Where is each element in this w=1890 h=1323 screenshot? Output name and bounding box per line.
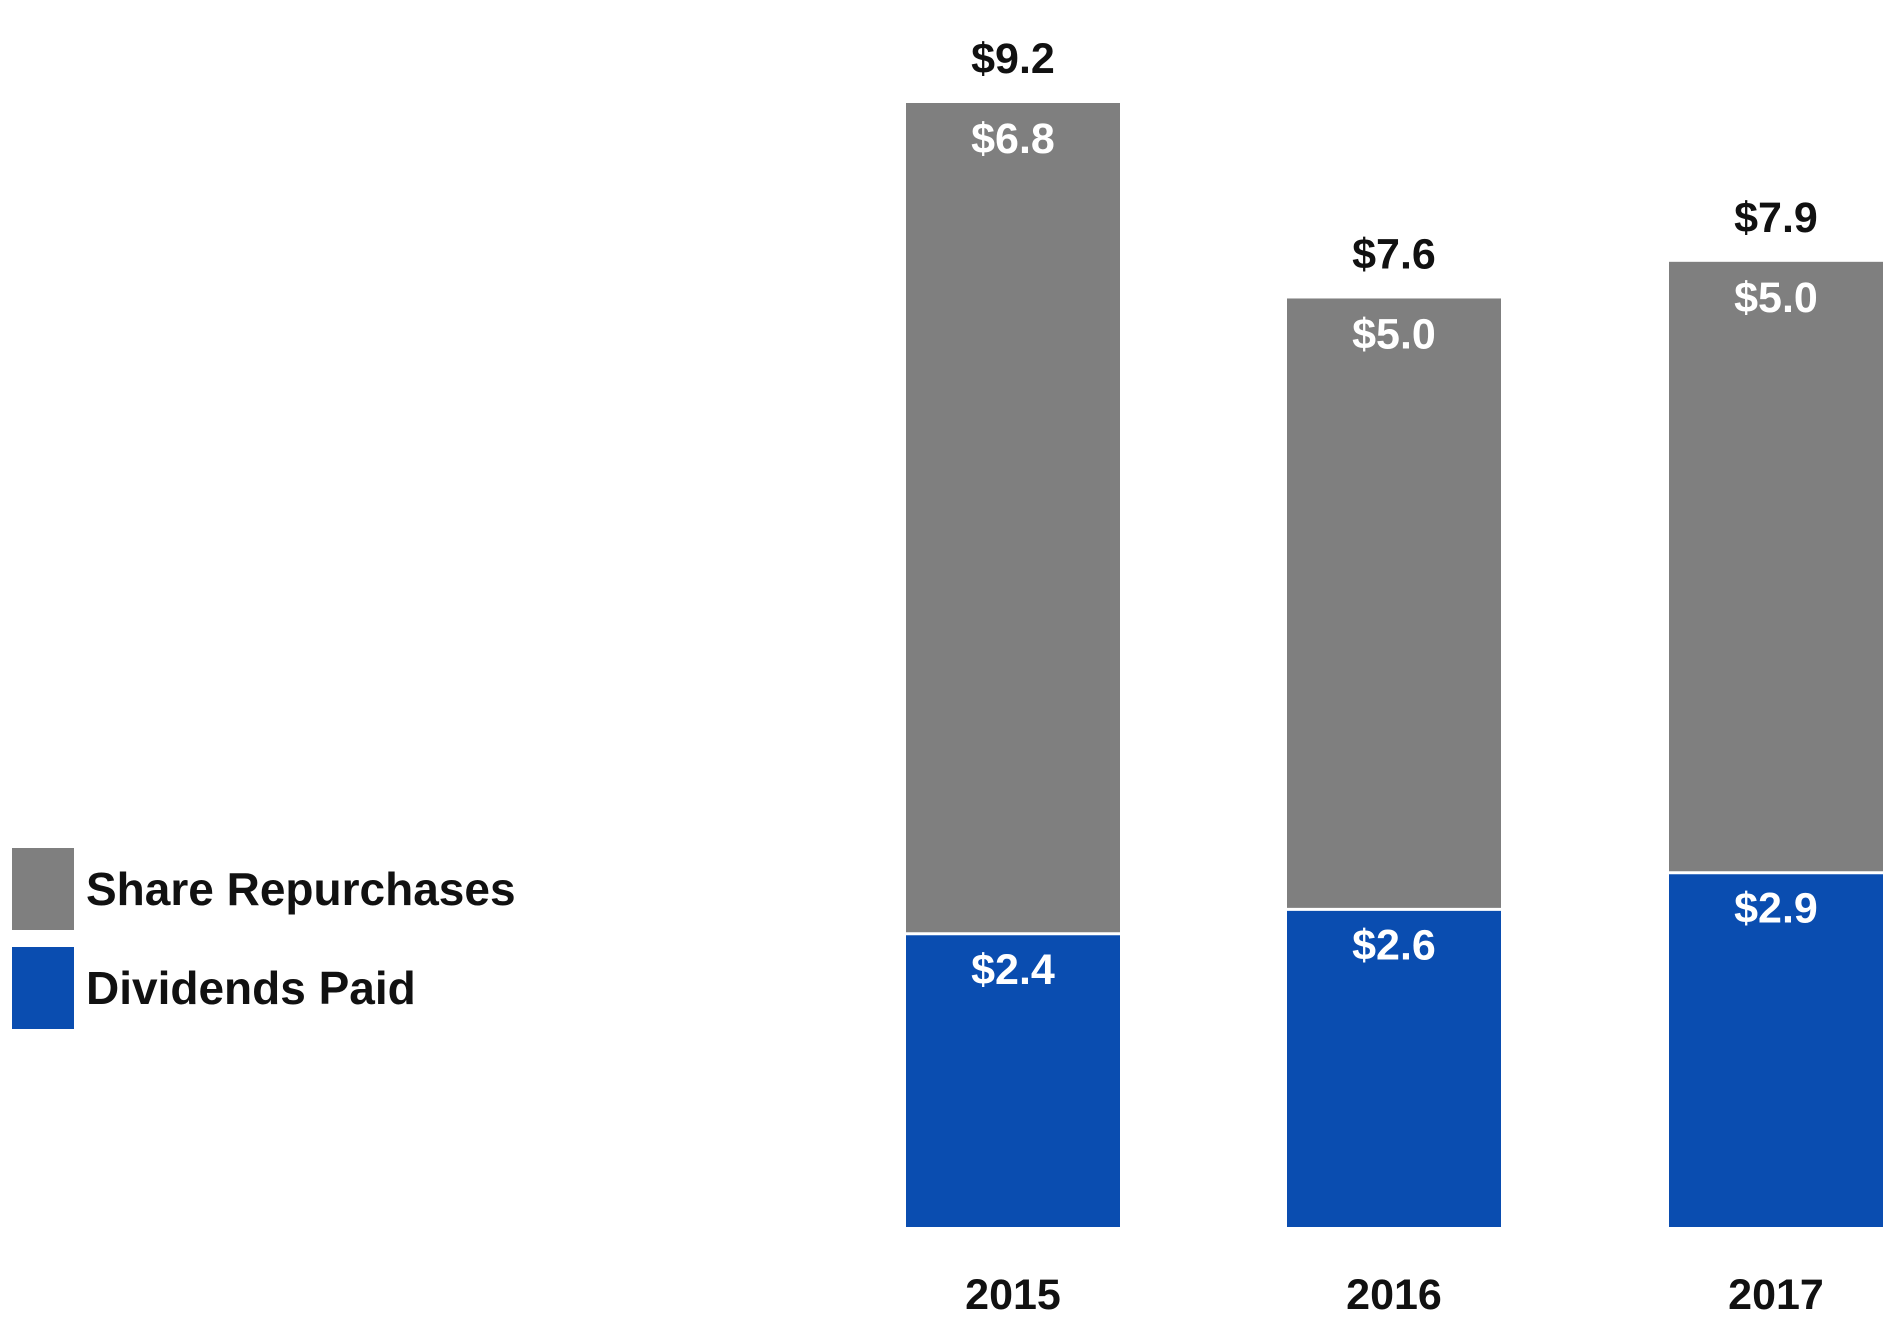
data-label-dividends-paid-2017: $2.9 (1734, 885, 1818, 933)
x-tick-label-2017: 2017 (1728, 1271, 1824, 1318)
legend-swatch-dividends-paid (12, 947, 74, 1029)
labels-layer: $2.4 $6.8 $9.2 2015 $2.6 $5.0 $7.6 2016 $2.9 $5.0… (965, 35, 1824, 1319)
data-label-dividends-paid-2015: $2.4 (971, 946, 1055, 994)
bar-dividends-paid-2016 (1287, 909, 1501, 1227)
bar-share-repurchases-2016 (1287, 298, 1501, 910)
bar-dividends-paid-2015 (906, 933, 1120, 1227)
legend-label-dividends-paid: Dividends Paid (86, 962, 416, 1014)
legend-label-share-repurchases: Share Repurchases (86, 863, 516, 915)
x-tick-label-2015: 2015 (965, 1271, 1061, 1318)
data-label-share-repurchases-2016: $5.0 (1352, 310, 1436, 358)
data-label-dividends-paid-2016: $2.6 (1352, 921, 1436, 969)
total-label-2017: $7.9 (1734, 194, 1818, 242)
total-label-2016: $7.6 (1352, 230, 1436, 278)
data-label-share-repurchases-2017: $5.0 (1734, 274, 1818, 322)
total-label-2015: $9.2 (971, 35, 1055, 83)
data-label-share-repurchases-2015: $6.8 (971, 115, 1055, 163)
bar-dividends-paid-2017 (1669, 872, 1883, 1227)
x-tick-label-2016: 2016 (1346, 1271, 1442, 1318)
legend-swatch-share-repurchases (12, 848, 74, 930)
bar-share-repurchases-2015 (906, 103, 1120, 934)
bars-layer (906, 103, 1883, 1227)
legend: Share Repurchases Dividends Paid (12, 848, 516, 1029)
bar-share-repurchases-2017 (1669, 261, 1883, 873)
